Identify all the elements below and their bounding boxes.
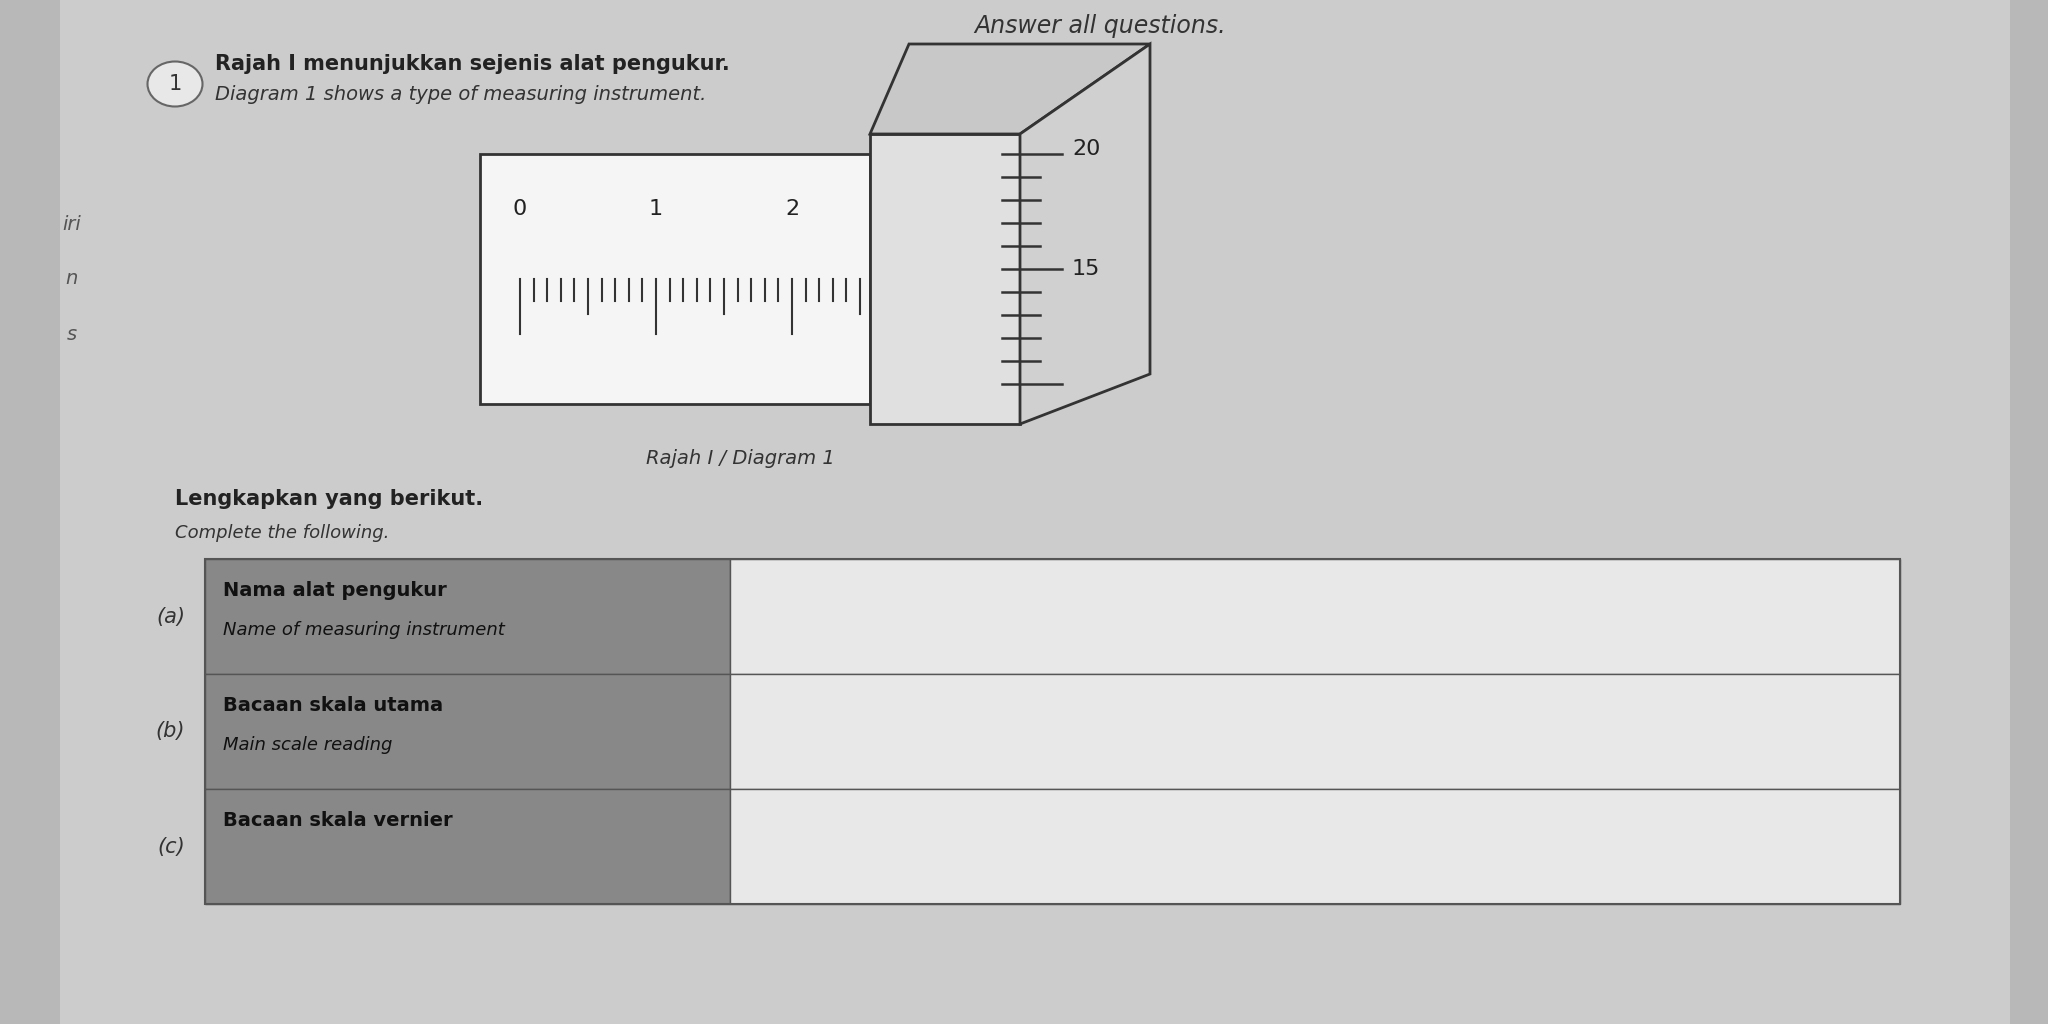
Text: Diagram 1 shows a type of measuring instrument.: Diagram 1 shows a type of measuring inst…	[215, 85, 707, 103]
Polygon shape	[1020, 44, 1151, 424]
Bar	[729, 674, 1901, 790]
Bar	[205, 559, 1901, 904]
Ellipse shape	[147, 61, 203, 106]
Text: 0: 0	[512, 199, 526, 219]
Text: 15: 15	[1071, 259, 1100, 279]
Text: Complete the following.: Complete the following.	[174, 524, 389, 542]
Text: 20: 20	[1071, 139, 1100, 159]
Text: Rajah I menunjukkan sejenis alat pengukur.: Rajah I menunjukkan sejenis alat penguku…	[215, 54, 729, 74]
Text: (b): (b)	[156, 722, 184, 741]
Text: 2: 2	[784, 199, 799, 219]
Text: (a): (a)	[156, 606, 184, 627]
Text: Answer all questions.: Answer all questions.	[975, 14, 1227, 38]
Bar	[205, 559, 729, 674]
Text: Lengkapkan yang berikut.: Lengkapkan yang berikut.	[174, 489, 483, 509]
Text: 1: 1	[168, 74, 182, 94]
Text: Nama alat pengukur: Nama alat pengukur	[223, 581, 446, 600]
Bar	[479, 154, 870, 404]
Bar	[870, 134, 1020, 424]
Bar	[729, 790, 1901, 904]
Text: iri: iri	[63, 214, 82, 233]
Polygon shape	[870, 44, 1151, 134]
Text: Main scale reading: Main scale reading	[223, 736, 393, 754]
Bar	[729, 559, 1901, 674]
Text: s: s	[68, 325, 78, 343]
Text: Rajah I / Diagram 1: Rajah I / Diagram 1	[645, 449, 834, 468]
Text: Bacaan skala vernier: Bacaan skala vernier	[223, 811, 453, 830]
Text: Bacaan skala utama: Bacaan skala utama	[223, 696, 442, 715]
Bar	[205, 790, 729, 904]
Bar	[205, 674, 729, 790]
Text: n: n	[66, 269, 78, 289]
Text: 1: 1	[649, 199, 664, 219]
Text: (c): (c)	[158, 837, 184, 856]
Text: Name of measuring instrument: Name of measuring instrument	[223, 621, 504, 639]
